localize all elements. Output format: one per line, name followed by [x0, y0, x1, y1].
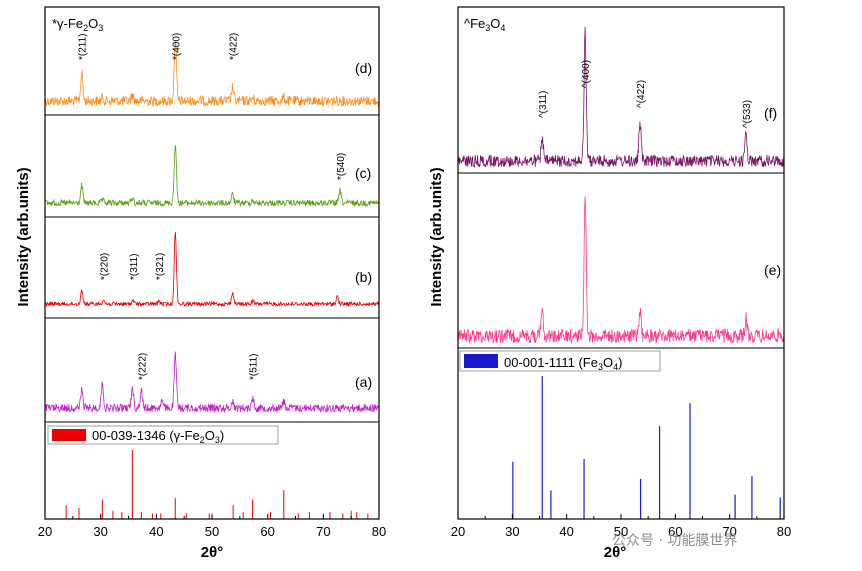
- left-xtick-label-5: 70: [316, 524, 330, 539]
- left-xtick-label-3: 50: [205, 524, 219, 539]
- right-xtick-label-1: 30: [505, 524, 519, 539]
- left-annotation-0-1: *(400): [171, 33, 182, 60]
- left-legend-swatch: [52, 429, 86, 441]
- left-phase-note: *γ-Fe2O3: [52, 16, 103, 33]
- left-xtick-label-4: 60: [260, 524, 274, 539]
- right-legend-label: 00-001-1111 (Fe3O4): [504, 355, 622, 372]
- left-series-3-line: [44, 351, 379, 414]
- left-series-0-line: [44, 40, 380, 108]
- right-series-1-line: [457, 196, 785, 345]
- right-xtick-label-5: 70: [722, 524, 736, 539]
- right-legend-box: [459, 350, 661, 372]
- left-annotation-1-0: *(540): [336, 153, 347, 180]
- left-legend-box: [47, 425, 279, 445]
- right-series-0-label: (f): [764, 105, 777, 121]
- left-series-0-label: (d): [355, 60, 372, 76]
- right-series-1-label: (e): [764, 262, 781, 278]
- left-annotation-3-0: *(222): [137, 353, 148, 380]
- left-annotation-2-0: *(220): [99, 253, 110, 280]
- right-xlabel: 2θ°: [604, 544, 626, 561]
- left-xtick-label-1: 30: [93, 524, 107, 539]
- right-legend-swatch: [464, 354, 498, 368]
- left-series-2-label: (b): [355, 269, 372, 285]
- right-annotation-0-0: ^(311): [538, 91, 549, 118]
- left-xlabel: 2θ°: [201, 544, 223, 561]
- left-legend-label: 00-039-1346 (γ-Fe2O3): [92, 428, 224, 445]
- right-xtick-label-6: 80: [777, 524, 791, 539]
- left-series-1-label: (c): [355, 165, 371, 181]
- left-annotation-2-1: *(311): [129, 254, 140, 281]
- left-annotation-0-2: *(422): [229, 33, 240, 60]
- left-xtick-label-0: 20: [38, 524, 52, 539]
- left-annotation-3-1: *(511): [249, 354, 260, 381]
- left-series-1-line: [44, 145, 380, 208]
- right-phase-note: ^Fe3O4: [464, 16, 505, 33]
- right-xtick-label-3: 50: [614, 524, 628, 539]
- left-annotation-2-2: *(321): [155, 253, 166, 280]
- right-annotation-0-3: ^(533): [742, 100, 753, 128]
- right-annotation-0-2: ^(422): [636, 80, 647, 108]
- left-series-2-line: [44, 231, 380, 308]
- right-ylabel: Intensity (arb.units): [428, 167, 445, 306]
- right-frame: [457, 6, 785, 520]
- left-series-3-label: (a): [355, 374, 372, 390]
- left-annotation-0-0: *(211): [78, 34, 89, 61]
- right-xtick-label-4: 60: [668, 524, 682, 539]
- watermark: 公众号 · 功能膜世界: [612, 533, 738, 549]
- right-annotation-0-1: ^(400): [581, 60, 592, 88]
- right-series-0-line: [457, 26, 785, 169]
- right-xtick-label-0: 20: [451, 524, 465, 539]
- right-xtick-label-2: 40: [559, 524, 573, 539]
- left-xtick-label-6: 80: [372, 524, 386, 539]
- left-ylabel: Intensity (arb.units): [15, 167, 32, 306]
- left-xtick-label-2: 40: [149, 524, 163, 539]
